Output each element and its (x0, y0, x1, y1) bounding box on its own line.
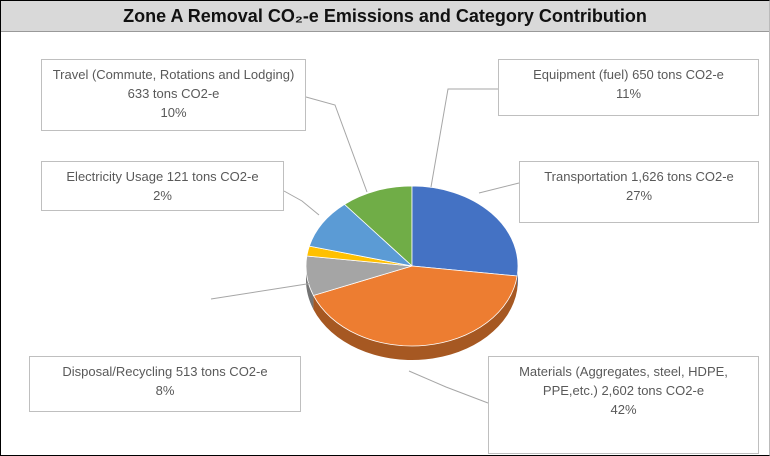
callout: Electricity Usage 121 tons CO2-e 2% (41, 161, 284, 211)
callout: Equipment (fuel) 650 tons CO2-e 11% (498, 59, 759, 116)
chart-title: Zone A Removal CO₂-e Emissions and Categ… (1, 1, 769, 32)
leader-line (478, 182, 520, 194)
leader-line (430, 88, 498, 188)
slice (312, 265, 518, 347)
category-label: Equipment (fuel) 650 tons CO2-e (533, 67, 724, 82)
category-label: Electricity Usage 121 tons CO2-e (66, 169, 259, 184)
callout: Disposal/Recycling 513 tons CO2-e 8% (29, 356, 301, 412)
slice (343, 185, 413, 267)
value-label: 2% (153, 188, 172, 203)
callout: Transportation 1,626 tons CO2-e 27% (519, 161, 759, 223)
callout: Travel (Commute, Rotations and Lodging) … (41, 59, 306, 131)
slice (308, 203, 414, 267)
leader-line (283, 190, 320, 216)
category-label: Disposal/Recycling 513 tons CO2-e (62, 364, 268, 379)
category-label: Materials (Aggregates, steel, HDPE, PPE,… (519, 364, 728, 398)
value-label: 11% (615, 86, 642, 101)
leader-line (210, 282, 314, 300)
category-label: Travel (Commute, Rotations and Lodging) … (52, 67, 295, 101)
callout: Materials (Aggregates, steel, HDPE, PPE,… (488, 356, 759, 454)
value-label: 10% (160, 105, 187, 120)
value-label: 27% (625, 188, 653, 203)
slice (411, 185, 519, 277)
leader-line (408, 370, 489, 404)
category-label: Transportation 1,626 tons CO2-e (544, 169, 734, 184)
value-label: 8% (155, 383, 175, 398)
slice-side (313, 276, 518, 361)
value-label: 42% (610, 402, 637, 417)
leader-line (305, 96, 368, 193)
